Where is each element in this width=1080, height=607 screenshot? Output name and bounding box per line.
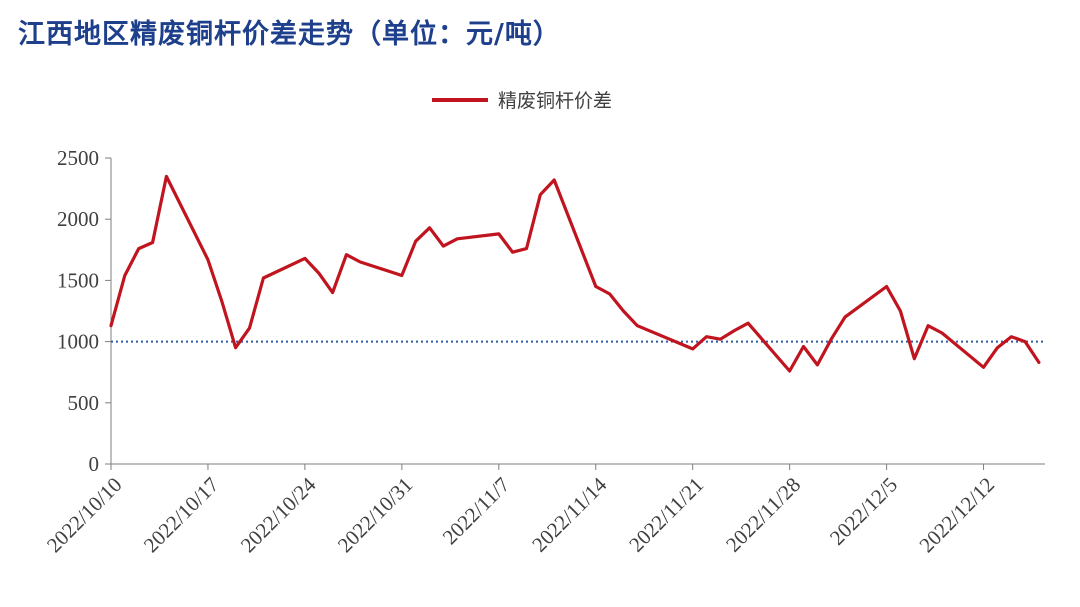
series-line (109, 174, 1041, 373)
x-tick-label: 2022/12/12 (914, 473, 999, 558)
x-tick-label: 2022/10/10 (42, 473, 127, 558)
legend-label: 精废铜杆价差 (498, 90, 613, 112)
x-tick-label: 2022/11/7 (438, 473, 515, 550)
y-tick-label: 1500 (57, 268, 99, 292)
legend: 精废铜杆价差 (432, 86, 612, 113)
x-tick-label: 2022/11/21 (624, 473, 708, 557)
chart-title: 江西地区精废铜杆价差走势（单位：元/吨） (18, 19, 561, 50)
y-tick-label: 2500 (57, 146, 99, 170)
x-tick-label: 2022/12/5 (825, 473, 902, 550)
y-tick-label: 2000 (57, 207, 99, 231)
y-tick-label: 0 (89, 452, 100, 476)
x-tick-label: 2022/10/24 (236, 472, 321, 557)
x-tick-label: 2022/11/28 (721, 473, 805, 557)
y-tick-label: 1000 (57, 330, 99, 354)
x-tick-label: 2022/10/17 (139, 473, 224, 558)
x-tick-label: 2022/10/31 (333, 473, 418, 558)
x-tick-label: 2022/11/14 (527, 472, 611, 556)
legend-swatch (432, 97, 488, 102)
y-tick-label: 500 (68, 391, 100, 415)
